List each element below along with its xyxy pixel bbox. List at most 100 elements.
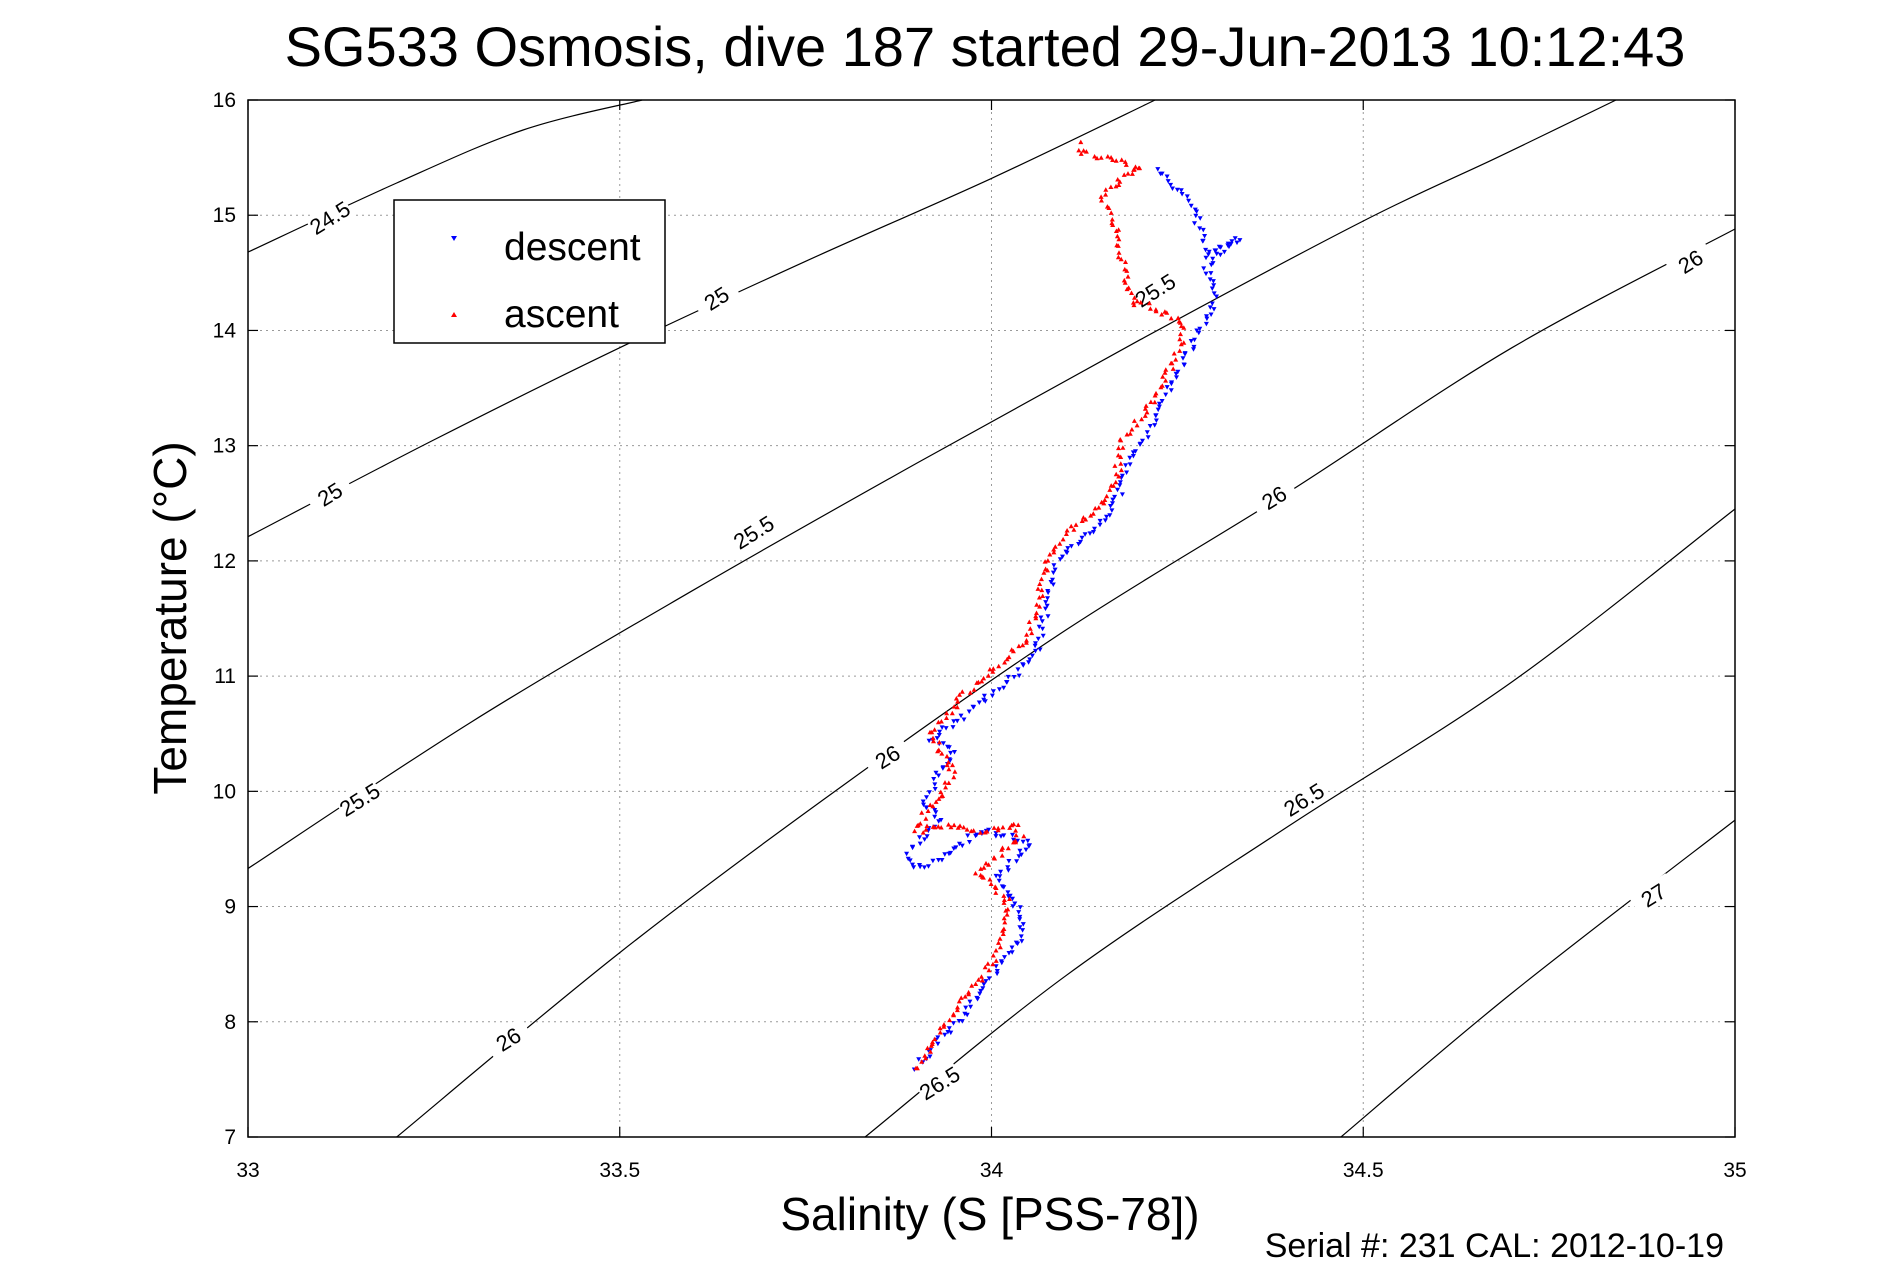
ascent-point: [938, 719, 944, 724]
ascent-point: [979, 978, 985, 983]
descent-point: [1217, 252, 1223, 258]
descent-point: [968, 1004, 974, 1010]
x-tick-label: 33.5: [599, 1159, 640, 1182]
descent-point: [1164, 385, 1170, 390]
descent-point: [940, 765, 946, 770]
ascent-point: [937, 1025, 943, 1031]
descent-point: [1082, 532, 1088, 537]
ascent-point: [1113, 183, 1119, 189]
descent-point: [1063, 549, 1069, 555]
descent-point: [998, 869, 1004, 875]
ascent-point: [993, 948, 999, 953]
descent-point: [1016, 854, 1022, 859]
ascent-point: [964, 827, 970, 832]
descent-point: [1181, 362, 1187, 367]
descent-point: [1212, 248, 1218, 253]
ascent-point: [1143, 403, 1149, 408]
descent-point: [1006, 859, 1012, 864]
ascent-point: [1092, 505, 1098, 511]
descent-point: [1153, 413, 1159, 419]
ascent-point: [990, 953, 996, 958]
ascent-point: [1131, 418, 1137, 423]
descent-point: [1060, 554, 1065, 560]
y-tick-label: 11: [214, 665, 236, 688]
ascent-point: [957, 692, 962, 697]
descent-point: [980, 986, 986, 991]
descent-point: [1057, 557, 1063, 562]
descent-point: [1005, 894, 1011, 899]
ascent-point: [971, 687, 977, 692]
y-tick-label: 15: [213, 204, 236, 227]
descent-point: [1013, 940, 1019, 946]
contour-label-background: [334, 777, 385, 822]
ascent-point: [944, 715, 949, 720]
ascent-point: [929, 729, 935, 735]
descent-point: [1200, 238, 1206, 244]
descent-point: [957, 841, 962, 847]
descent-point: [970, 704, 976, 710]
y-tick-label: 14: [213, 319, 237, 342]
ascent-point: [925, 1045, 930, 1051]
descent-point: [935, 1035, 941, 1040]
ascent-point: [952, 769, 958, 774]
ascent-point: [986, 862, 992, 867]
descent-point: [954, 718, 960, 724]
ascent-point: [1099, 198, 1104, 203]
descent-point: [1004, 680, 1010, 685]
descent-point: [963, 1005, 969, 1011]
ascent-point: [1120, 445, 1126, 450]
descent-point: [950, 725, 956, 730]
descent-point: [958, 713, 964, 719]
ascent-point: [945, 759, 951, 765]
descent-point: [1040, 633, 1046, 639]
descent-point: [1020, 928, 1026, 933]
descent-point: [1037, 647, 1043, 652]
descent-point: [1043, 600, 1049, 605]
ascent-point: [1162, 370, 1168, 375]
ascent-point: [1114, 242, 1120, 248]
descent-point: [1192, 207, 1198, 213]
ascent-point: [1116, 236, 1122, 242]
ascent-point: [1001, 893, 1007, 898]
descent-point: [1009, 950, 1015, 955]
ascent-point: [979, 678, 985, 684]
descent-point: [917, 864, 923, 870]
descent-point: [981, 982, 987, 987]
descent-point: [1017, 848, 1023, 854]
ascent-point: [932, 1036, 938, 1042]
ascent-point: [1108, 210, 1114, 215]
descent-point: [997, 874, 1003, 879]
descent-point: [1193, 213, 1199, 219]
descent-point: [1027, 843, 1032, 848]
ascent-point: [1026, 619, 1032, 624]
descent-point: [983, 979, 989, 984]
descent-point: [964, 1012, 970, 1018]
ascent-point: [1034, 610, 1039, 615]
ascent-point: [1116, 474, 1122, 479]
ascent-point: [1005, 845, 1011, 851]
descent-point: [1210, 261, 1216, 266]
descent-point: [959, 843, 965, 849]
descent-point: [994, 969, 1000, 974]
ascent-point: [1162, 309, 1168, 314]
descent-point: [1017, 914, 1023, 920]
descent-point: [1147, 424, 1153, 429]
data-series: [904, 139, 1243, 1072]
ascent-point: [1109, 220, 1115, 226]
ascent-point: [1105, 154, 1111, 159]
ascent-point: [1125, 171, 1131, 176]
descent-point: [1206, 249, 1212, 255]
descent-point: [1033, 648, 1038, 654]
ascent-point: [1116, 227, 1122, 232]
ascent-point: [999, 853, 1005, 858]
ascent-point: [959, 689, 965, 694]
ascent-point: [1129, 290, 1134, 295]
ascent-point: [956, 998, 962, 1004]
descent-point: [905, 856, 911, 862]
descent-point: [1191, 347, 1196, 352]
ascent-point: [990, 669, 996, 674]
descent-point: [989, 693, 995, 699]
ascent-point: [1094, 155, 1100, 161]
descent-point: [936, 858, 941, 863]
descent-point: [1164, 174, 1170, 179]
